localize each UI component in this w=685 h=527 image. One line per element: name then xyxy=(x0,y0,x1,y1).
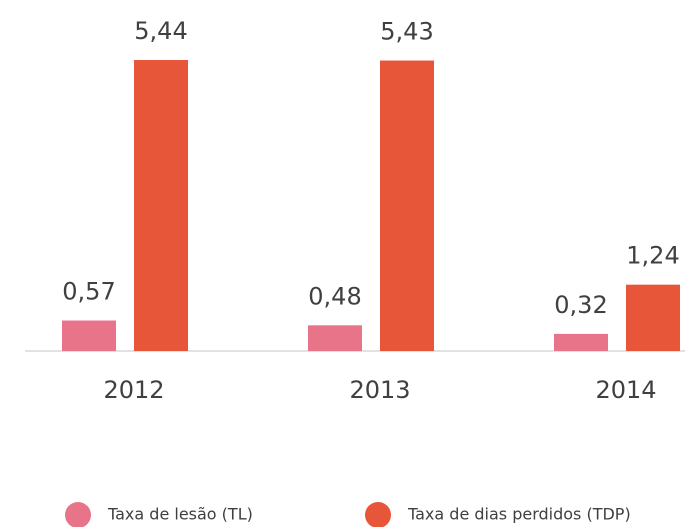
data-label: 0,57 xyxy=(62,278,115,306)
x-tick-label: 2014 xyxy=(595,376,656,404)
x-tick-label: 2012 xyxy=(103,376,164,404)
bar xyxy=(62,320,116,351)
bar xyxy=(626,284,680,351)
data-label: 5,44 xyxy=(134,17,187,45)
x-tick-label: 2013 xyxy=(349,376,410,404)
legend-label: Taxa de dias perdidos (TDP) xyxy=(407,505,631,524)
bar xyxy=(380,60,434,352)
legend-swatch xyxy=(65,502,91,527)
bar xyxy=(308,325,362,351)
legend-swatch xyxy=(365,502,391,527)
legend-label: Taxa de lesão (TL) xyxy=(107,505,253,524)
data-label: 0,32 xyxy=(554,291,607,319)
data-label: 0,48 xyxy=(308,282,361,310)
bar xyxy=(554,333,608,351)
data-label: 1,24 xyxy=(626,242,679,270)
data-label: 5,43 xyxy=(380,18,433,46)
bar xyxy=(134,60,188,351)
